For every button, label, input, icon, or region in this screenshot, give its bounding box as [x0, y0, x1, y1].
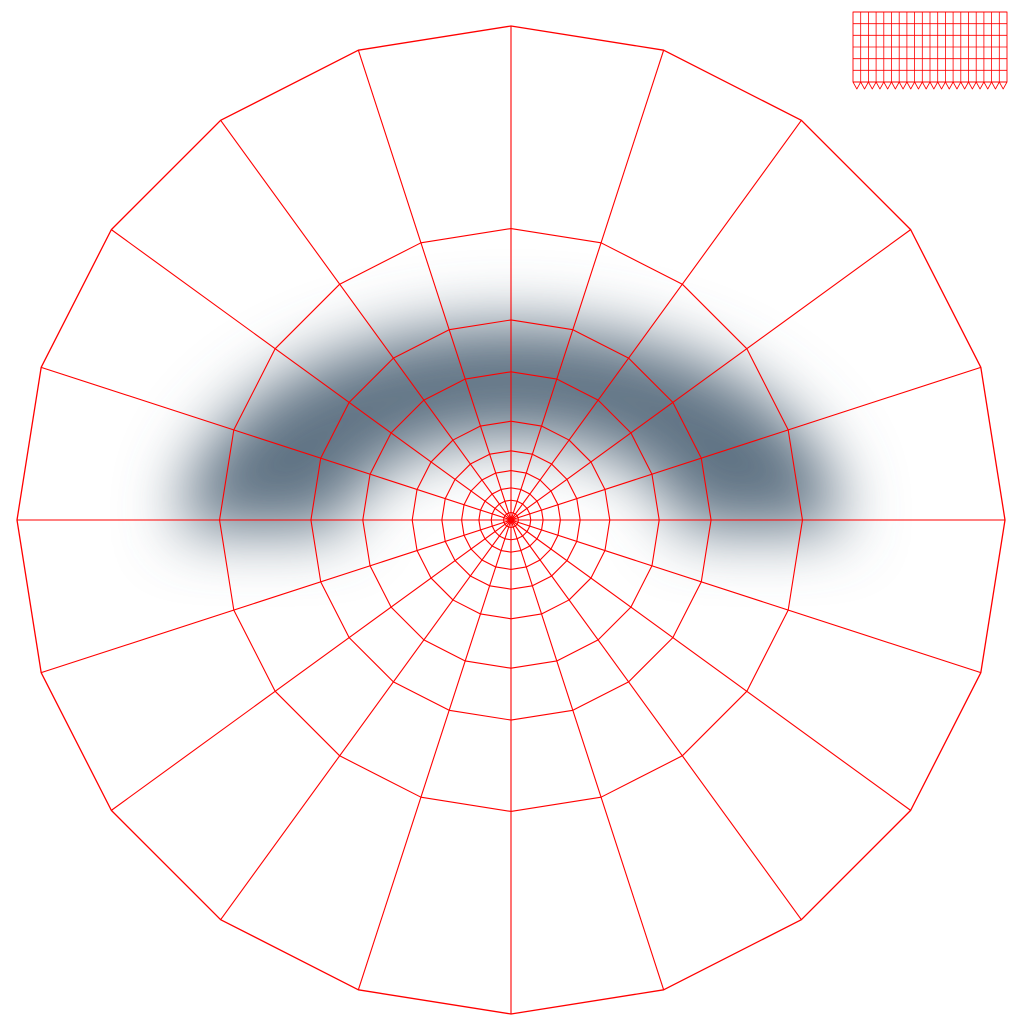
- uv-grid-cap-triangle: [975, 81, 985, 90]
- mesh-spoke-8: [220, 120, 512, 521]
- mesh-spoke-2: [510, 366, 981, 521]
- mesh-spoke-17: [510, 519, 665, 990]
- mesh-spoke-20: [510, 519, 981, 674]
- uv-grid-cap-triangle: [968, 81, 977, 90]
- uv-grid-cap-triangle: [945, 81, 954, 90]
- mesh-spoke-5: [510, 50, 665, 521]
- uv-grid-cap-triangle: [914, 81, 923, 90]
- uv-grid-cap-triangle: [868, 81, 877, 90]
- mesh-spoke-15: [357, 519, 512, 990]
- mesh-spoke-4: [510, 120, 802, 521]
- mesh-spoke-9: [111, 229, 512, 521]
- uv-grid-cap-triangle: [898, 81, 908, 90]
- mesh-spoke-10: [41, 366, 512, 521]
- mesh-spoke-3: [510, 229, 911, 521]
- uv-grid-cap-triangle: [852, 81, 862, 90]
- uv-grid-cap-triangle: [921, 81, 931, 90]
- uv-grid-cap-triangle: [929, 81, 939, 90]
- mesh-spoke-7: [357, 50, 512, 521]
- mesh-spoke-12: [41, 519, 512, 674]
- mesh-spoke-14: [220, 519, 512, 920]
- uv-grid-cap-triangle: [860, 81, 869, 90]
- uv-grid-cap-triangle: [983, 81, 992, 90]
- uv-grid-cap-triangle: [998, 81, 1008, 90]
- mesh-spoke-18: [510, 519, 802, 920]
- uv-grid-cap-triangle: [891, 81, 900, 90]
- uv-grid-cap-triangle: [883, 81, 892, 90]
- uv-preview-grid: [852, 11, 1008, 90]
- uv-grid-cap-triangle: [937, 81, 946, 90]
- uv-grid-cap-triangle: [875, 81, 885, 90]
- mesh-spoke-13: [111, 519, 512, 811]
- polar-wireframe-mesh: [16, 25, 1006, 1015]
- uv-grid-cap-triangle: [906, 81, 915, 90]
- uv-grid-cap-triangle: [960, 81, 969, 90]
- uv-grid-cap-triangle: [991, 81, 1000, 90]
- uv-grid-cap-triangle: [952, 81, 962, 90]
- mesh-spoke-19: [510, 519, 911, 811]
